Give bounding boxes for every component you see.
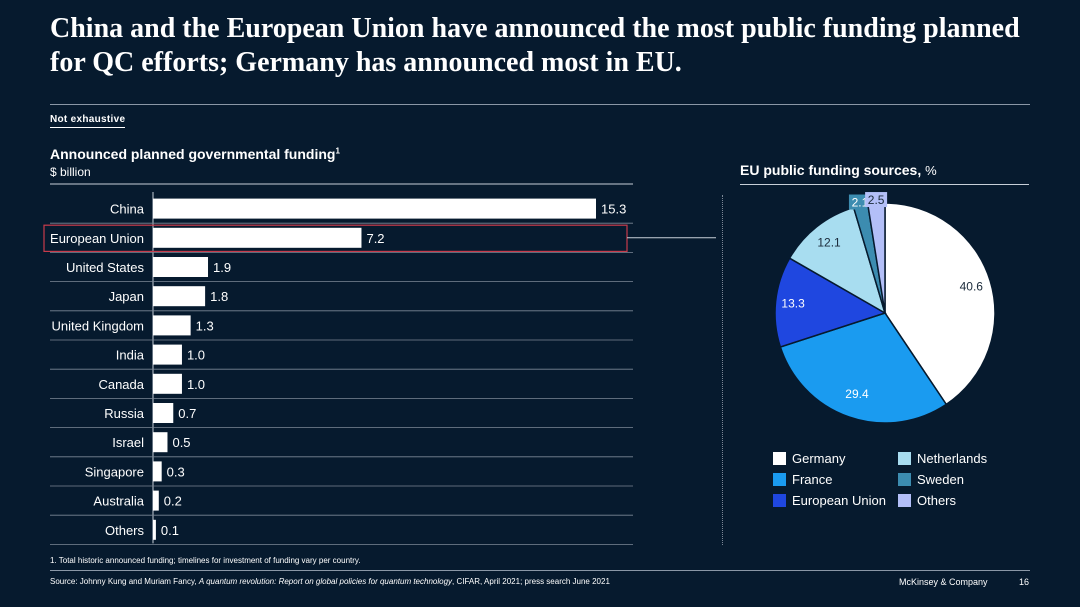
legend-swatch [773, 452, 786, 465]
pie-slice [779, 312, 948, 424]
pie-label-box [865, 192, 888, 208]
bar-value-label: 0.1 [161, 523, 179, 538]
bar-category-label: United Kingdom [52, 318, 145, 333]
legend-swatch [898, 494, 911, 507]
bar-value-label: 7.2 [366, 231, 384, 246]
legend-label: European Union [792, 493, 886, 508]
pie-value-label: 2.5 [868, 193, 885, 207]
source-suffix: , CIFAR, April 2021; press search June 2… [452, 577, 610, 586]
footnote-marker: 1 [335, 146, 340, 156]
pie-chart-unit: % [925, 163, 937, 178]
legend-item-netherlands: Netherlands [898, 451, 987, 466]
slide-title: China and the European Union have announ… [50, 13, 1020, 78]
bar [153, 461, 162, 482]
legend-item-france: France [773, 472, 832, 487]
bar-value-label: 1.9 [213, 260, 231, 275]
legend-swatch [773, 494, 786, 507]
bar-chart-title-text: Announced planned governmental funding [50, 146, 336, 162]
bar [153, 227, 362, 248]
pie-chart-title: EU public funding sources, % [740, 162, 937, 178]
bar-category-label: Others [105, 523, 145, 538]
bar [153, 373, 182, 394]
pie-value-label: 40.6 [960, 280, 984, 294]
legend-label: Netherlands [917, 451, 988, 466]
title-divider [50, 104, 1030, 105]
bar-category-label: United States [66, 260, 145, 275]
legend-label: Others [917, 493, 957, 508]
brand-name: McKinsey & Company [899, 577, 988, 587]
bar-chart-unit: $ billion [50, 165, 91, 179]
bar [153, 198, 596, 219]
bar [153, 519, 156, 540]
bar-category-label: European Union [50, 231, 144, 246]
source-prefix: Source: Johnny Kung and Muriam Fancy, [50, 577, 199, 586]
pie-value-label: 12.1 [817, 235, 841, 249]
legend-label: Sweden [917, 472, 964, 487]
bar-category-label: Russia [104, 406, 145, 421]
pie-title-underline [740, 184, 1029, 185]
bar [153, 257, 209, 277]
bar [153, 432, 168, 453]
bar-category-label: Israel [112, 435, 144, 450]
legend-label: Germany [792, 451, 846, 466]
bar-value-label: 1.3 [196, 318, 214, 333]
source-note: Source: Johnny Kung and Muriam Fancy, A … [50, 577, 610, 586]
bar [153, 490, 159, 511]
legend-swatch [773, 473, 786, 486]
legend-swatch [898, 473, 911, 486]
legend-item-sweden: Sweden [898, 472, 964, 487]
bar-value-label: 1.0 [187, 377, 205, 392]
pie-slice [884, 202, 996, 406]
pie-value-label: 13.3 [781, 296, 805, 310]
bar-category-label: Japan [109, 289, 144, 304]
footer-divider [50, 570, 1030, 571]
bar-value-label: 15.3 [601, 202, 626, 217]
bar-category-label: China [110, 202, 145, 217]
pie-value-label: 29.4 [845, 387, 869, 401]
bar [153, 286, 206, 307]
bar-value-label: 1.8 [210, 289, 228, 304]
pie-chart-title-text: EU public funding sources, [740, 162, 922, 178]
bar-value-label: 0.2 [164, 494, 182, 509]
pie-slice [774, 257, 887, 348]
bar-value-label: 0.7 [178, 406, 196, 421]
footnote: 1. Total historic announced funding; tim… [50, 556, 361, 565]
bar-category-label: India [116, 348, 145, 363]
bar-category-label: Canada [98, 377, 144, 392]
bar-value-label: 1.0 [187, 348, 205, 363]
source-title: A quantum revolution: Report on global p… [198, 577, 453, 586]
legend-item-european-union: European Union [773, 493, 886, 508]
page-number: 16 [1019, 577, 1030, 587]
bar-category-label: Australia [93, 494, 144, 509]
not-exhaustive-tag: Not exhaustive [50, 114, 126, 128]
legend-item-germany: Germany [773, 451, 845, 466]
legend-item-others: Others [898, 493, 956, 508]
bar [153, 315, 191, 336]
bar-category-label: Singapore [85, 464, 144, 479]
bar [153, 403, 174, 423]
bar-value-label: 0.3 [167, 464, 185, 479]
bar [153, 344, 182, 365]
legend-swatch [898, 452, 911, 465]
bar-value-label: 0.5 [172, 435, 190, 450]
pie-value-label: 2.1 [852, 196, 869, 210]
legend-label: France [792, 472, 833, 487]
bar-chart-title: Announced planned governmental funding1 [50, 146, 340, 162]
section-divider [722, 195, 723, 545]
